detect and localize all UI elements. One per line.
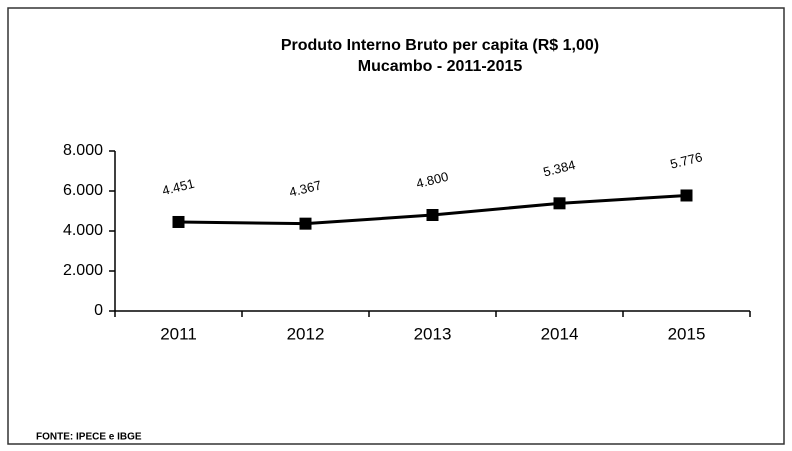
- data-marker: [172, 215, 185, 228]
- data-marker: [299, 217, 312, 230]
- x-tick-label: 2011: [160, 324, 197, 343]
- chart-subtitle: Mucambo - 2011-2015: [358, 58, 523, 75]
- data-marker: [553, 197, 566, 210]
- chart-title: Produto Interno Bruto per capita (R$ 1,0…: [281, 37, 599, 54]
- x-tick-label: 2012: [287, 324, 325, 343]
- data-marker: [426, 209, 439, 221]
- data-marker: [680, 189, 693, 202]
- y-tick-label: 8.000: [63, 142, 103, 159]
- chart-frame: [7, 7, 785, 445]
- y-tick-label: 0: [94, 302, 103, 319]
- y-tick-label: 6.000: [63, 182, 103, 199]
- x-tick-label: 2015: [668, 324, 706, 343]
- y-tick-label: 4.000: [63, 222, 103, 239]
- y-tick-label: 2.000: [63, 262, 103, 279]
- x-tick-label: 2013: [414, 324, 452, 343]
- source-note: FONTE: IPECE e IBGE: [36, 432, 142, 443]
- x-tick-label: 2014: [541, 324, 579, 343]
